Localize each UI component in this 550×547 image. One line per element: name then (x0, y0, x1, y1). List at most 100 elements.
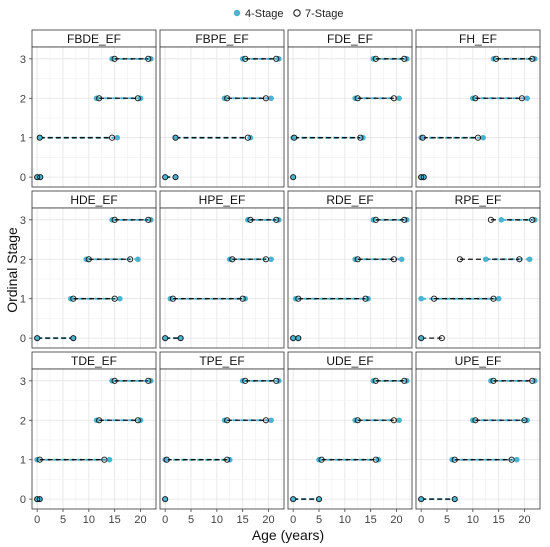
y-tick-label: 1 (20, 133, 26, 145)
point-7-stage (239, 295, 246, 302)
point-4-stage (498, 217, 505, 223)
point-7-stage (34, 335, 41, 342)
point-7-stage (295, 335, 302, 342)
legend-label-7-stage: 7-Stage (305, 8, 344, 20)
y-tick-label: 0 (20, 494, 26, 506)
point-7-stage (401, 377, 408, 384)
point-7-stage (111, 55, 118, 62)
legend-marker-4-stage (233, 9, 241, 17)
panel-border (415, 207, 541, 349)
x-tick-label: 5 (444, 514, 450, 526)
point-7-stage (172, 174, 179, 181)
point-7-stage (70, 295, 77, 302)
panel-border (31, 46, 157, 188)
point-7-stage (145, 216, 152, 223)
point-7-stage (34, 496, 41, 503)
panel-title: RPE_EF (455, 193, 502, 207)
point-7-stage (101, 456, 108, 463)
point-7-stage (401, 216, 408, 223)
point-7-stage (262, 417, 269, 424)
x-tick-label: 0 (290, 514, 296, 526)
point-7-stage (390, 95, 397, 102)
legend: 4-Stage 7-Stage (233, 8, 344, 20)
point-7-stage (111, 377, 118, 384)
point-7-stage (162, 174, 169, 181)
x-tick-label: 10 (83, 514, 95, 526)
point-7-stage (224, 417, 231, 424)
panel-background (160, 369, 284, 509)
point-7-stage (451, 456, 458, 463)
y-tick-label: 3 (20, 54, 26, 66)
x-tick-label: 0 (34, 514, 40, 526)
point-4-stage (451, 496, 458, 502)
point-4-stage (70, 335, 77, 341)
point-4-stage (177, 335, 184, 341)
panel-background (160, 208, 284, 348)
y-tick-label: 1 (20, 294, 26, 306)
point-7-stage (516, 256, 523, 263)
y-tick-label: 2 (20, 415, 26, 427)
point-7-stage (134, 95, 141, 102)
point-4-stage (482, 256, 489, 263)
point-7-stage (390, 256, 397, 263)
point-4-stage (418, 496, 424, 502)
point-7-stage (474, 134, 482, 141)
point-7-stage (372, 216, 379, 223)
panel-title: FBPE_EF (195, 32, 248, 46)
panel-title: UDE_EF (326, 354, 373, 368)
legend-marker-7-stage (293, 9, 301, 17)
panel-border (415, 368, 541, 510)
panel-fh-ef: FH_EF (415, 29, 541, 188)
point-7-stage (290, 174, 297, 181)
panel-rpe-ef: RPE_EF (415, 190, 541, 349)
point-7-stage (273, 377, 280, 384)
point-7-stage (318, 456, 325, 463)
point-7-stage (145, 55, 152, 62)
point-4-stage (172, 174, 179, 180)
point-7-stage (96, 95, 103, 102)
point-7-stage (490, 377, 497, 384)
point-7-stage (487, 216, 494, 223)
panel-fbde-ef: FBDE_EF 0 1 2 3 (20, 29, 157, 188)
panel-background (32, 47, 156, 187)
y-tick-label: 0 (20, 333, 26, 345)
panel-border (159, 207, 285, 349)
x-tick-label: 10 (467, 514, 479, 526)
x-tick-label: 10 (339, 514, 351, 526)
panel-background (32, 208, 156, 348)
point-4-stage (162, 496, 168, 502)
point-7-stage (109, 134, 116, 141)
point-7-stage (247, 216, 254, 223)
point-7-stage (162, 335, 169, 342)
point-7-stage (34, 174, 41, 181)
point-7-stage (418, 335, 425, 342)
point-4-stage (268, 417, 274, 424)
point-7-stage (472, 417, 479, 424)
panel-hpe-ef: HPE_EF (159, 190, 285, 349)
legend-label-4-stage: 4-Stage (245, 8, 284, 20)
panel-title: RDE_EF (326, 193, 373, 207)
y-tick-label: 2 (20, 254, 26, 266)
panel-background (160, 47, 284, 187)
point-4-stage (524, 95, 530, 102)
point-7-stage (518, 95, 525, 102)
point-7-stage (36, 456, 43, 463)
point-7-stage (418, 174, 425, 181)
point-7-stage (96, 417, 103, 424)
point-7-stage (262, 95, 269, 102)
panel-background (288, 47, 412, 187)
panel-border (287, 368, 413, 510)
point-4-stage (36, 134, 43, 141)
point-4-stage (290, 174, 296, 180)
point-7-stage (37, 174, 44, 181)
panel-border (159, 46, 285, 188)
panel-title: TDE_EF (71, 354, 117, 368)
x-tick-label: 20 (390, 514, 402, 526)
point-7-stage (431, 295, 438, 302)
point-7-stage (177, 335, 184, 342)
point-7-stage (493, 55, 500, 62)
panel-title: HPE_EF (199, 193, 246, 207)
panel-fbpe-ef: FBPE_EF (159, 29, 285, 188)
panel-background (416, 369, 540, 509)
y-tick-label: 3 (20, 376, 26, 388)
